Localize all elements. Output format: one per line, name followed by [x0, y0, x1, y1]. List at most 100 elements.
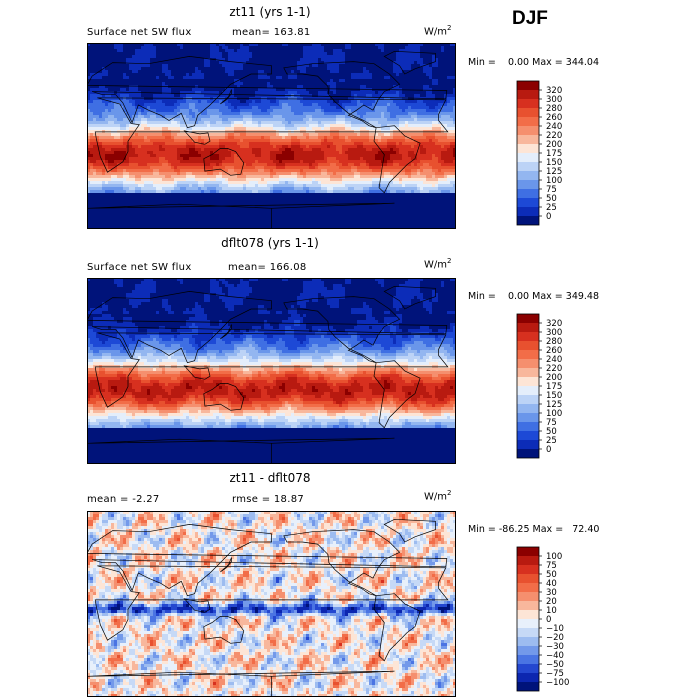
- field-cell: [204, 58, 208, 62]
- field-cell: [120, 154, 124, 158]
- field-cell: [87, 160, 91, 164]
- field-cell: [111, 97, 115, 101]
- field-cell: [426, 82, 430, 86]
- field-cell: [426, 112, 430, 116]
- field-cell: [438, 58, 442, 62]
- field-cell: [159, 49, 163, 53]
- field-cell: [258, 121, 262, 125]
- field-cell: [126, 103, 130, 107]
- field-cell: [342, 160, 346, 164]
- field-cell: [384, 97, 388, 101]
- field-cell: [189, 100, 193, 104]
- field-cell: [93, 97, 97, 101]
- field-cell: [342, 70, 346, 74]
- field-cell: [225, 160, 229, 164]
- field-cell: [285, 163, 289, 167]
- field-cell: [420, 136, 424, 140]
- field-cell: [345, 145, 349, 149]
- field-cell: [141, 124, 145, 128]
- field-cell: [162, 148, 166, 152]
- field-cell: [426, 127, 430, 131]
- field-cell: [120, 148, 124, 152]
- field-cell: [219, 67, 223, 71]
- field-cell: [165, 139, 169, 143]
- field-cell: [270, 58, 274, 62]
- field-cell: [201, 76, 205, 80]
- field-cell: [378, 46, 382, 50]
- field-cell: [270, 85, 274, 89]
- field-cell: [162, 103, 166, 107]
- field-cell: [369, 151, 373, 155]
- field-cell: [237, 109, 241, 113]
- field-cell: [288, 127, 292, 131]
- field-cell: [117, 43, 121, 47]
- field-cell: [315, 121, 319, 125]
- field-cell: [360, 46, 364, 50]
- field-cell: [387, 154, 391, 158]
- field-cell: [330, 67, 334, 71]
- field-cell: [216, 76, 220, 80]
- field-cell: [264, 43, 268, 47]
- field-cell: [342, 157, 346, 161]
- field-cell: [258, 154, 262, 158]
- field-cell: [210, 58, 214, 62]
- field-cell: [444, 100, 448, 104]
- field-cell: [258, 139, 262, 143]
- field-cell: [336, 133, 340, 137]
- field-cell: [438, 91, 442, 95]
- field-cell: [264, 151, 268, 155]
- field-cell: [276, 115, 280, 119]
- field-cell: [99, 106, 103, 110]
- field-cell: [318, 79, 322, 83]
- field-cell: [177, 115, 181, 119]
- field-cell: [336, 157, 340, 161]
- field-cell: [210, 67, 214, 71]
- field-cell: [210, 46, 214, 50]
- field-cell: [87, 115, 91, 119]
- field-cell: [237, 124, 241, 128]
- field-cell: [210, 70, 214, 74]
- field-cell: [309, 61, 313, 65]
- field-cell: [399, 133, 403, 137]
- field-cell: [285, 124, 289, 128]
- field-cell: [315, 157, 319, 161]
- field-cell: [234, 70, 238, 74]
- field-cell: [147, 76, 151, 80]
- field-cell: [186, 160, 190, 164]
- field-cell: [99, 121, 103, 125]
- field-cell: [441, 85, 445, 89]
- field-cell: [111, 76, 115, 80]
- field-cell: [186, 46, 190, 50]
- field-cell: [174, 121, 178, 125]
- field-cell: [261, 160, 265, 164]
- field-cell: [390, 61, 394, 65]
- field-cell: [351, 157, 355, 161]
- field-cell: [429, 64, 433, 68]
- field-cell: [180, 100, 184, 104]
- field-cell: [153, 76, 157, 80]
- field-cell: [180, 103, 184, 107]
- field-cell: [183, 127, 187, 131]
- field-cell: [426, 73, 430, 77]
- field-cell: [177, 121, 181, 125]
- field-cell: [141, 109, 145, 113]
- field-cell: [165, 52, 169, 56]
- field-cell: [444, 61, 448, 65]
- field-cell: [99, 163, 103, 167]
- field-cell: [453, 85, 456, 89]
- field-cell: [276, 127, 280, 131]
- field-cell: [261, 43, 265, 47]
- field-cell: [441, 61, 445, 65]
- field-cell: [174, 109, 178, 113]
- field-cell: [246, 70, 250, 74]
- field-cell: [183, 148, 187, 152]
- field-cell: [90, 142, 94, 146]
- field-cell: [273, 106, 277, 110]
- field-cell: [207, 73, 211, 77]
- field-cell: [189, 142, 193, 146]
- field-cell: [327, 109, 331, 113]
- field-cell: [123, 118, 127, 122]
- field-cell: [126, 109, 130, 113]
- field-cell: [192, 157, 196, 161]
- field-cell: [216, 85, 220, 89]
